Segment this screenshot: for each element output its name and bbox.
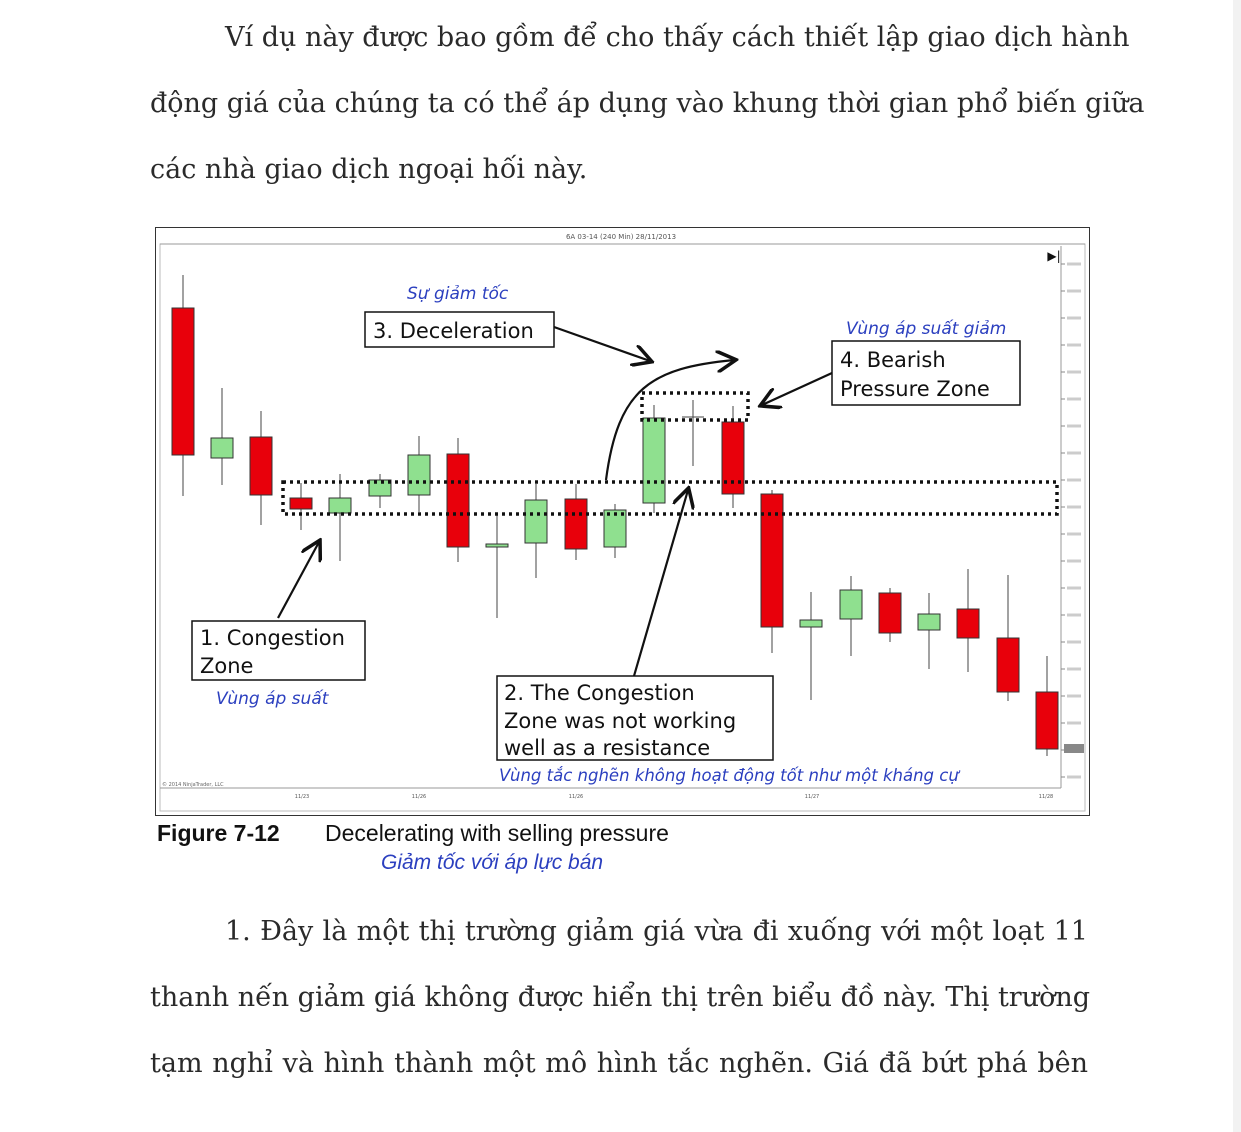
price-axis-ticks (1061, 262, 1081, 779)
intro-line-1: Ví dụ này được bao gồm để cho thấy cách … (225, 22, 1130, 53)
chart-svg: 6A 03-14 (240 Min) 28/11/2013 ▶| © 2014 … (159, 233, 1086, 812)
intro-line-3: các nhà giao dịch ngoại hối này. (150, 154, 588, 185)
price-tick-label (1067, 586, 1081, 590)
not-working-label-line3: well as a resistance (504, 736, 710, 760)
candle-bullish (407, 436, 431, 512)
candle-bearish (878, 588, 902, 642)
price-tick-label (1067, 289, 1081, 293)
not-working-vi-label: Vùng tắc nghẽn không hoạt động tốt như m… (499, 766, 960, 785)
candle-bearish (171, 275, 195, 496)
not-working-label-line1: 2. The Congestion (504, 681, 695, 705)
figure-title: Decelerating with selling pressure (325, 820, 669, 846)
time-tick-label: 11/23 (295, 794, 309, 800)
candle-bullish (368, 474, 392, 508)
bearish-zone-arrow (762, 371, 833, 405)
price-tick-label (1067, 640, 1081, 644)
price-tick-label (1067, 667, 1081, 671)
time-tick-label: 11/28 (1039, 794, 1053, 800)
candle-bullish (210, 388, 234, 485)
candle-bearish (956, 569, 980, 672)
body-line-2: thanh nến giảm giá không được hiển thị t… (150, 982, 1091, 1013)
congestion-zone-box (281, 480, 1059, 516)
candle-bearish (564, 484, 588, 560)
candle-bullish (839, 576, 863, 656)
candle-doji (799, 592, 823, 700)
candle-bullish (917, 593, 941, 669)
congestion-label-line1: 1. Congestion (200, 626, 345, 650)
price-tick-label (1067, 694, 1081, 698)
price-tick-label (1067, 424, 1081, 428)
price-tick-label (1067, 262, 1081, 266)
candle-doji (485, 515, 509, 618)
price-tick-label (1067, 505, 1081, 509)
candle-bearish (1035, 656, 1059, 756)
congestion-label-line2: Zone (200, 654, 253, 678)
candle-bearish (760, 490, 784, 653)
bearish-vi-label: Vùng áp suất giảm (846, 318, 1006, 339)
candle-bearish (289, 483, 313, 530)
price-tick-label (1067, 478, 1081, 482)
candle-bullish (524, 484, 548, 578)
time-tick-label: 11/26 (569, 794, 583, 800)
price-tick-label (1067, 613, 1081, 617)
congestion-arrow (277, 542, 319, 619)
body-line-1: 1. Đây là một thị trường giảm giá vừa đi… (225, 916, 1088, 947)
bearish-label-line1: 4. Bearish (840, 348, 946, 372)
price-tick-label (1067, 559, 1081, 563)
price-tick-label (1067, 451, 1081, 455)
figure-title-vi: Giảm tốc với áp lực bán (381, 851, 604, 874)
intro-paragraph: Ví dụ này được bao gồm để cho thấy cách … (150, 22, 1145, 202)
candle-bearish (996, 575, 1020, 701)
price-tick-label (1067, 532, 1081, 536)
congestion-label-box (191, 620, 366, 681)
bearish-label-line2: Pressure Zone (840, 377, 990, 401)
skip-forward-icon[interactable]: ▶| (1047, 249, 1060, 263)
breakout-arrow (604, 360, 734, 481)
deceleration-label-box (364, 311, 555, 348)
candles (171, 275, 1059, 756)
price-tick-label (1067, 316, 1081, 320)
not-working-label-line2: Zone was not working (504, 709, 736, 733)
bearish-pressure-zone-box (640, 391, 750, 422)
not-working-label-box (496, 675, 774, 761)
body-paragraph: 1. Đây là một thị trường giảm giá vừa đi… (150, 916, 1091, 1116)
body-line-3: tạm nghỉ và hình thành một mô hình tắc n… (150, 1048, 1088, 1079)
current-price-marker (1064, 744, 1084, 753)
deceleration-label: 3. Deceleration (373, 319, 534, 343)
time-tick-label: 11/27 (805, 794, 819, 800)
candle-bearish (249, 411, 273, 525)
chart-copyright: © 2014 NinjaTrader, LLC (162, 781, 224, 788)
candle-bullish (603, 504, 627, 558)
price-tick-label (1067, 370, 1081, 374)
price-tick-label (1067, 775, 1081, 779)
price-tick-label (1067, 721, 1081, 725)
candle-bearish (446, 438, 470, 562)
deceleration-vi-label: Sự giảm tốc (407, 283, 509, 304)
price-tick-label (1067, 397, 1081, 401)
page-scroll-edge (1233, 0, 1241, 1132)
chart-header: 6A 03-14 (240 Min) 28/11/2013 (566, 233, 676, 241)
congestion-vi-label: Vùng áp suất (216, 688, 330, 709)
intro-line-2: động giá của chúng ta có thể áp dụng vào… (150, 88, 1145, 119)
candle-bearish (721, 406, 745, 508)
deceleration-arrow (553, 325, 650, 361)
bearish-label-box (831, 340, 1021, 406)
candlestick-figure: 6A 03-14 (240 Min) 28/11/2013 ▶| © 2014 … (155, 227, 1090, 816)
time-axis-labels: 11/23 11/26 11/26 11/27 11/28 (295, 794, 1053, 800)
price-tick-label (1067, 343, 1081, 347)
candle-bullish (328, 474, 352, 561)
figure-number: Figure 7-12 (157, 820, 280, 846)
candle-doji (682, 400, 704, 466)
time-tick-label: 11/26 (412, 794, 426, 800)
not-working-arrow (632, 490, 688, 677)
